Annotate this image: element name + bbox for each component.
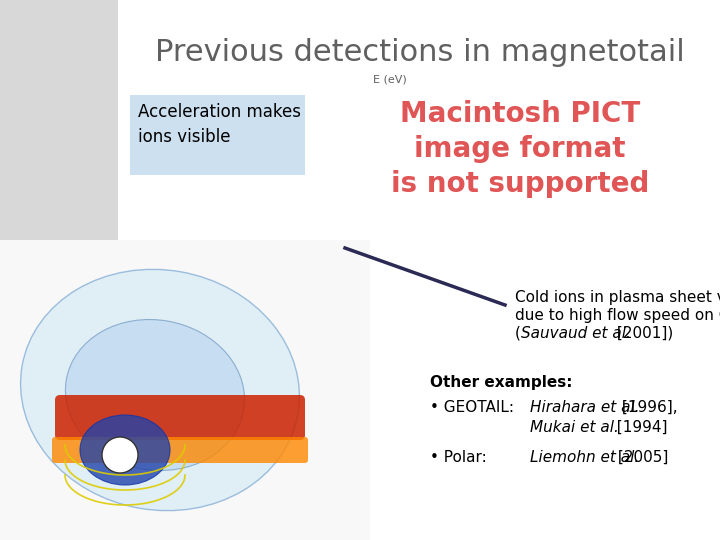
- Text: E (eV): E (eV): [373, 75, 407, 85]
- Text: is not supported: is not supported: [391, 170, 649, 198]
- FancyBboxPatch shape: [52, 437, 308, 463]
- Text: • GEOTAIL:: • GEOTAIL:: [430, 400, 514, 415]
- Text: Sauvaud et al.: Sauvaud et al.: [521, 326, 631, 341]
- Ellipse shape: [66, 320, 245, 470]
- Text: • Polar:: • Polar:: [430, 450, 487, 465]
- Ellipse shape: [80, 415, 170, 485]
- Ellipse shape: [21, 269, 300, 511]
- Text: [1994]: [1994]: [607, 420, 667, 435]
- Text: due to high flow speed on Cluster: due to high flow speed on Cluster: [515, 308, 720, 323]
- Text: Other examples:: Other examples:: [430, 375, 572, 390]
- Bar: [0, 240, 370, 540]
- Text: [2001]): [2001]): [612, 326, 673, 341]
- Text: image format: image format: [414, 135, 626, 163]
- Text: Mukai et al.: Mukai et al.: [530, 420, 619, 435]
- Text: Cold ions in plasma sheet visible: Cold ions in plasma sheet visible: [515, 290, 720, 305]
- Bar: [130, 95, 305, 175]
- Text: [2005]: [2005]: [613, 450, 668, 465]
- Bar: [118, 0, 720, 540]
- Bar: [0, 0, 118, 540]
- Text: Liemohn et al.: Liemohn et al.: [530, 450, 639, 465]
- Text: [1996],: [1996],: [617, 400, 678, 415]
- Text: (: (: [515, 326, 521, 341]
- Text: Macintosh PICT: Macintosh PICT: [400, 100, 640, 128]
- Text: Hirahara et al.: Hirahara et al.: [530, 400, 639, 415]
- Text: Acceleration makes
ions visible: Acceleration makes ions visible: [138, 103, 301, 146]
- Circle shape: [102, 437, 138, 473]
- Text: Previous detections in magnetotail: Previous detections in magnetotail: [155, 38, 685, 67]
- FancyBboxPatch shape: [55, 395, 305, 440]
